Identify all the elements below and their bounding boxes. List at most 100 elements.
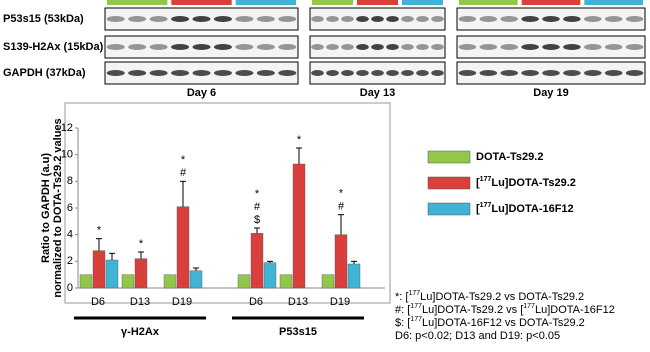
blot-band (431, 44, 444, 50)
y-tick-label: 8 (67, 175, 73, 187)
blot-band (326, 70, 339, 76)
blot-band (563, 44, 581, 50)
blot-band (521, 70, 539, 76)
x-tick-label: D19 (172, 296, 192, 308)
blot-band (341, 70, 354, 76)
blot-band (278, 70, 297, 76)
day-label: Day 19 (533, 87, 568, 99)
bar (250, 233, 264, 289)
day-label: Day 13 (360, 87, 395, 99)
group-bar (107, 0, 168, 5)
blot-band (401, 16, 414, 22)
blot-band (521, 16, 539, 22)
bar (92, 250, 106, 289)
blot-band (604, 16, 623, 22)
blot-band (235, 44, 254, 50)
blot-band (604, 44, 623, 50)
bar (121, 274, 135, 289)
legend-swatch (427, 176, 471, 190)
significance-mark: * (97, 225, 102, 237)
significance-mark: * (181, 154, 186, 166)
blot-band (149, 16, 168, 22)
blot-row-label: S139-H2Ax (15kDa) (3, 41, 104, 53)
blot-band (563, 70, 581, 76)
y-tick-label: 4 (67, 229, 73, 241)
bar (279, 274, 293, 289)
x-tick-label: D19 (330, 296, 350, 308)
legend-label: [177Lu]DOTA-Ts29.2 (476, 176, 576, 189)
y-tick-label: 0 (67, 282, 73, 294)
footnote: *: [177Lu]DOTA-Ts29.2 vs DOTA-Ts29.2 (395, 290, 584, 303)
blot-band (256, 16, 275, 22)
y-tick-label: 2 (67, 255, 73, 267)
blot-band (416, 16, 429, 22)
blot-band (386, 44, 399, 50)
x-tick-label: D6 (91, 296, 105, 308)
blot-band (431, 16, 444, 22)
bar (292, 163, 306, 289)
significance-mark: $ (254, 214, 260, 226)
y-label-line: normalized to DOTA-Ts29.2 values (52, 118, 64, 297)
bar (163, 274, 177, 289)
blot-row-label: P53s15 (53kDa) (3, 13, 84, 25)
legend-swatch (427, 150, 471, 164)
blot-band (128, 44, 147, 50)
blot-band (479, 70, 498, 76)
blot-row-label: GAPDH (37kDa) (3, 67, 86, 79)
bar (79, 274, 93, 289)
blot-band (625, 70, 644, 76)
blot-band (371, 70, 384, 76)
x-tick-label: D13 (130, 296, 150, 308)
blot-band (278, 16, 297, 22)
blot-band (326, 16, 339, 22)
bar (176, 206, 190, 289)
significance-mark: * (255, 188, 260, 200)
group-bar (171, 0, 232, 5)
blot-band (256, 44, 275, 50)
blot-band (171, 70, 190, 76)
significance-mark: # (338, 201, 345, 213)
significance-mark: # (180, 167, 187, 179)
blot-band (128, 16, 147, 22)
blot-band (458, 70, 477, 76)
blot-band (563, 16, 581, 22)
blot-band (479, 16, 498, 22)
blot-band (235, 70, 254, 76)
blot-band (341, 44, 354, 50)
x-tick-label: D6 (249, 296, 263, 308)
blot-band (416, 44, 429, 50)
group-bar (357, 0, 398, 5)
blot-band (431, 70, 444, 76)
blot-band (584, 44, 602, 50)
blot-band (256, 70, 275, 76)
group-label: P53s15 (279, 326, 317, 338)
blot-band (213, 70, 232, 76)
bar (321, 274, 335, 289)
blot-band (192, 16, 211, 22)
bar (134, 258, 148, 289)
blot-band (235, 16, 254, 22)
blot-band (625, 16, 644, 22)
blot-band (371, 44, 384, 50)
blot-band (106, 44, 125, 50)
bar (237, 274, 251, 289)
significance-mark: * (139, 238, 144, 250)
blot-band (584, 16, 602, 22)
blot-band (500, 44, 518, 50)
blot-band (401, 44, 414, 50)
blot-band (458, 16, 477, 22)
bar (189, 270, 203, 289)
bar (105, 259, 119, 289)
blot-band (401, 70, 414, 76)
group-bar (459, 0, 518, 5)
blot-band (149, 44, 168, 50)
bar (347, 263, 361, 289)
group-bar (521, 0, 581, 5)
blot-band (171, 44, 190, 50)
blot-band (128, 70, 147, 76)
blot-band (371, 16, 384, 22)
blot-band (416, 70, 429, 76)
group-bar (235, 0, 296, 5)
blot-band (192, 44, 211, 50)
